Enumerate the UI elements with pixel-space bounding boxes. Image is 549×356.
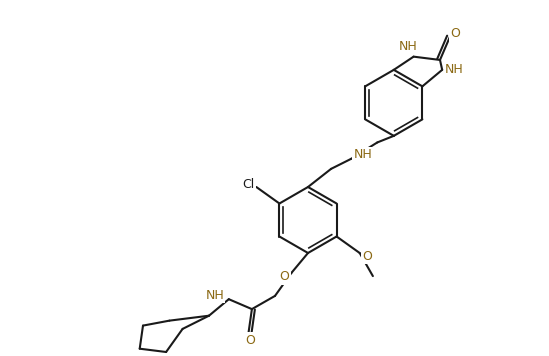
Text: O: O	[363, 250, 373, 262]
Text: NH: NH	[354, 148, 372, 162]
Text: NH: NH	[205, 289, 224, 302]
Text: Cl: Cl	[242, 178, 254, 192]
Text: O: O	[450, 27, 460, 40]
Text: NH: NH	[399, 40, 418, 53]
Text: NH: NH	[445, 63, 463, 76]
Text: O: O	[279, 270, 289, 283]
Text: O: O	[245, 334, 255, 347]
